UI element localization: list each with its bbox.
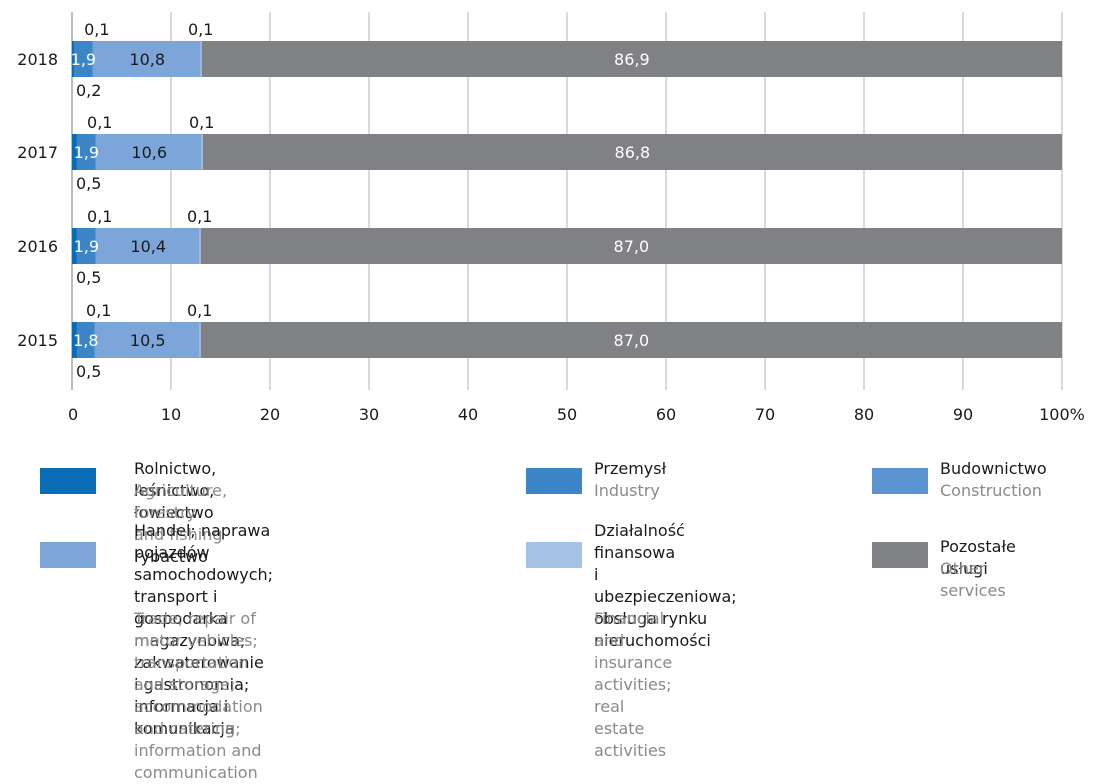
bar-segment [95,322,200,358]
legend-swatch [872,542,928,568]
category-label: 2015 [17,331,58,350]
bar-segment [76,322,95,358]
legend-swatch [40,468,96,494]
bar-segment [72,41,74,77]
x-tick-label: 60 [656,405,676,424]
bar-segment [199,322,201,358]
x-tick-label: 50 [557,405,577,424]
bar-segment [202,134,1062,170]
data-label: 10,6 [131,143,167,162]
legend-swatch [40,542,96,568]
x-tick-label: 20 [260,405,280,424]
data-label: 1,9 [71,50,96,69]
bar-segment [93,41,201,77]
legend-label-en: Trade; repair of motor vehicles; transpo… [134,609,263,782]
legend-label-en: Other services [940,559,1006,600]
bar-segment [76,134,96,170]
x-tick-label: 80 [854,405,874,424]
bar-segment [94,322,96,358]
bar-segment [95,228,97,264]
data-label: 0,1 [87,113,112,132]
bar-segment [92,41,94,77]
legend-label-en: Construction [940,481,1042,500]
x-tick-label: 40 [458,405,478,424]
x-tick-label: 30 [359,405,379,424]
bars [72,41,1062,358]
category-label: 2016 [17,237,58,256]
bar-segment [72,134,77,170]
bar-segment [201,134,203,170]
data-label: 1,9 [74,237,99,256]
data-label: 10,8 [129,50,165,69]
x-tick-label: 90 [953,405,973,424]
data-label: 10,5 [130,331,166,350]
bar-segment [96,134,202,170]
data-label: 1,8 [73,331,98,350]
legend-label-pl: Przemysł [594,459,667,478]
bar-segment [72,322,77,358]
x-tick-label: 10 [161,405,181,424]
bar-segment [95,134,97,170]
bar-segment [73,41,93,77]
legend-swatch [526,542,582,568]
x-tick-label: 100% [1039,405,1085,424]
data-label: 0,1 [84,20,109,39]
legend-label-en: Financial and insurance activities; real… [594,609,673,760]
data-label: 10,4 [130,237,166,256]
legend-label-pl: Działalność finansowa i ubezpieczeniowa;… [594,521,737,650]
x-tick-label: 0 [68,405,78,424]
data-label: 0,2 [76,81,101,100]
legend-swatch [872,468,928,494]
data-label: 0,5 [76,362,101,381]
legend-label-pl: Rolnictwo, leśnictwo, łowiectwo i rybact… [134,459,217,566]
legend-swatch [526,468,582,494]
data-label: 0,1 [87,207,112,226]
data-label: 0,1 [187,207,212,226]
category-label: 2017 [17,143,58,162]
data-label: 87,0 [614,237,650,256]
bar-segment [200,41,202,77]
bar-segment [76,228,96,264]
legend-label-en: Agriculture, forestry and fishing [134,481,228,544]
bar-segment [201,41,1062,77]
category-label: 2018 [17,50,58,69]
legend-label-pl: Budownictwo [940,459,1047,478]
data-label: 0,5 [76,174,101,193]
data-label: 0,1 [189,113,214,132]
data-labels: 0,2 1,9 0,1 10,8 0,1 86,9 0,5 1,9 0,1 10,6 0,1 86,8… [71,20,650,381]
x-tick-labels: 0 10 20 30 40 50 60 70 80 90 100% [68,405,1085,424]
category-labels: 2018 2017 2016 2015 [17,50,58,350]
bar-segment [200,322,1062,358]
bar-segment [200,228,1062,264]
stacked-bar-chart: 0,2 1,9 0,1 10,8 0,1 86,9 0,5 1,9 0,1 10,6 0,1 86,8… [17,12,1085,424]
bar-segment [96,228,200,264]
bar-segment [199,228,201,264]
bar-segment [72,228,77,264]
legend-label-en: Industry [594,481,660,500]
data-label: 86,9 [614,50,650,69]
data-label: 1,9 [74,143,99,162]
data-label: 0,1 [188,20,213,39]
data-label: 0,1 [187,301,212,320]
data-label: 0,5 [76,268,101,287]
data-label: 0,1 [86,301,111,320]
data-label: 87,0 [614,331,650,350]
data-label: 86,8 [615,143,651,162]
legend-label-pl: Pozostałe usługi [940,537,1016,578]
x-tick-label: 70 [755,405,775,424]
